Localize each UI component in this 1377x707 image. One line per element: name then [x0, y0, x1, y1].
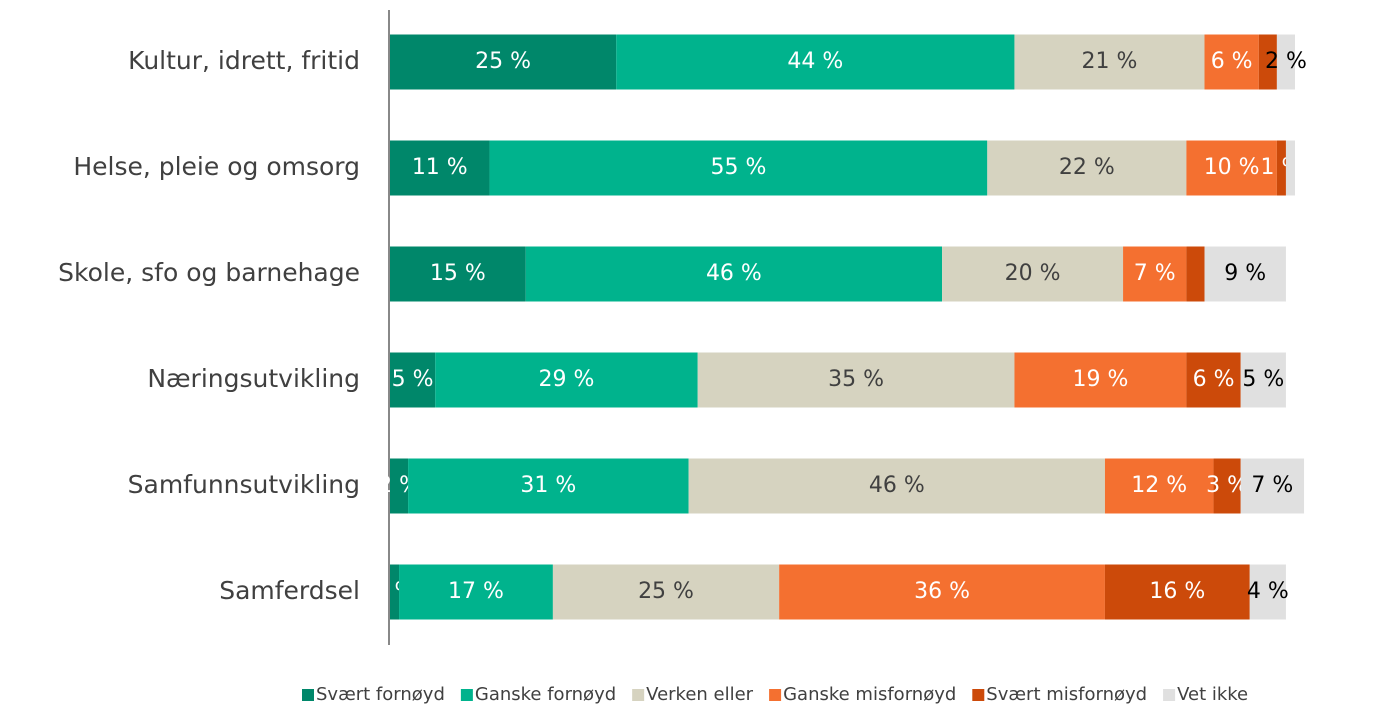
bar-segment: [1014, 352, 1187, 408]
bar-segment: [1276, 34, 1295, 90]
data-label: 9 %: [1224, 261, 1266, 286]
data-label: 20 %: [1005, 261, 1061, 286]
data-label: 55 %: [710, 155, 766, 180]
data-label: 44 %: [787, 49, 843, 74]
bar-segment: [390, 140, 490, 196]
bar-segment: [1204, 246, 1286, 302]
data-label: 2 %: [1265, 49, 1307, 74]
data-label: 15 %: [430, 261, 486, 286]
data-label: 5 %: [392, 367, 434, 392]
data-label: 31 %: [520, 473, 576, 498]
legend-label: Verken eller: [646, 684, 754, 705]
legend-label: Ganske misfornøyd: [783, 684, 956, 705]
bar-segment: [390, 564, 400, 620]
bar-segment: [1240, 458, 1305, 514]
data-label: 46 %: [706, 261, 762, 286]
bar-segment: [390, 458, 409, 514]
bar-segment: [688, 458, 1105, 514]
legend-swatch: [460, 689, 473, 701]
bar-segment: [1104, 458, 1214, 514]
bar-segment: [942, 246, 1124, 302]
y-tick-label: Skole, sfo og barnehage: [58, 258, 360, 287]
bar-segment: [390, 246, 526, 302]
bar-segment: [1186, 352, 1241, 408]
data-label: 21 %: [1082, 49, 1138, 74]
legend-swatch: [302, 689, 314, 701]
bar-segment: [1249, 564, 1286, 620]
bar-segment: [390, 34, 617, 90]
data-label: 22 %: [1059, 155, 1115, 180]
legend-label: Vet ikke: [1177, 684, 1248, 705]
data-label: 6 %: [1211, 49, 1253, 74]
data-label: 25 %: [475, 49, 531, 74]
bar-segment: [552, 564, 780, 620]
legend-swatch: [769, 689, 782, 701]
data-label: 10 %: [1204, 155, 1260, 180]
data-label: 25 %: [638, 579, 694, 604]
bar-segment: [435, 352, 698, 408]
bar-segment: [1285, 140, 1295, 196]
bar-segment: [1204, 34, 1259, 90]
data-label: 7 %: [1251, 473, 1293, 498]
bar-segment: [697, 352, 1015, 408]
legend-swatch: [1163, 689, 1176, 701]
bar-segment: [1258, 34, 1277, 90]
y-tick-label: Kultur, idrett, fritid: [128, 46, 360, 75]
bar-segment: [987, 140, 1187, 196]
bar-segment: [1186, 246, 1205, 302]
data-label: 17 %: [448, 579, 504, 604]
data-label: 29 %: [539, 367, 595, 392]
data-label: 16 %: [1149, 579, 1205, 604]
data-label: 6 %: [1193, 367, 1235, 392]
data-label: 19 %: [1072, 367, 1128, 392]
legend-label: Ganske fornøyd: [475, 684, 616, 705]
bar-segment: [489, 140, 988, 196]
bar-segment: [1213, 458, 1241, 514]
bar-segment: [616, 34, 1015, 90]
bar-segment: [1104, 564, 1250, 620]
y-tick-label: Næringsutvikling: [147, 364, 360, 393]
data-label: 46 %: [869, 473, 925, 498]
y-tick-label: Samferdsel: [219, 576, 360, 605]
bar-segment: [1240, 352, 1286, 408]
data-label: 5 %: [1242, 367, 1284, 392]
bar-segment: [1014, 34, 1205, 90]
bar-segment: [1276, 140, 1286, 196]
data-label: 35 %: [828, 367, 884, 392]
y-tick-label: Samfunnsutvikling: [128, 470, 360, 499]
bar-segment: [390, 352, 436, 408]
bar-segment: [408, 458, 689, 514]
data-label: 4 %: [1247, 579, 1289, 604]
bar-segment: [779, 564, 1105, 620]
bar-segment: [399, 564, 553, 620]
legend-swatch: [632, 689, 645, 701]
bar-segment: [525, 246, 943, 302]
data-label: 7 %: [1134, 261, 1176, 286]
data-label: 12 %: [1131, 473, 1187, 498]
bar-segment: [1123, 246, 1187, 302]
bar-segment: [1186, 140, 1277, 196]
legend-label: Svært fornøyd: [316, 684, 445, 705]
data-label: 1 %: [1260, 155, 1302, 180]
legend-swatch: [972, 689, 985, 701]
y-tick-label: Helse, pleie og omsorg: [73, 152, 360, 181]
data-label: 36 %: [914, 579, 970, 604]
legend-label: Svært misfornøyd: [986, 684, 1147, 705]
data-label: 11 %: [412, 155, 468, 180]
